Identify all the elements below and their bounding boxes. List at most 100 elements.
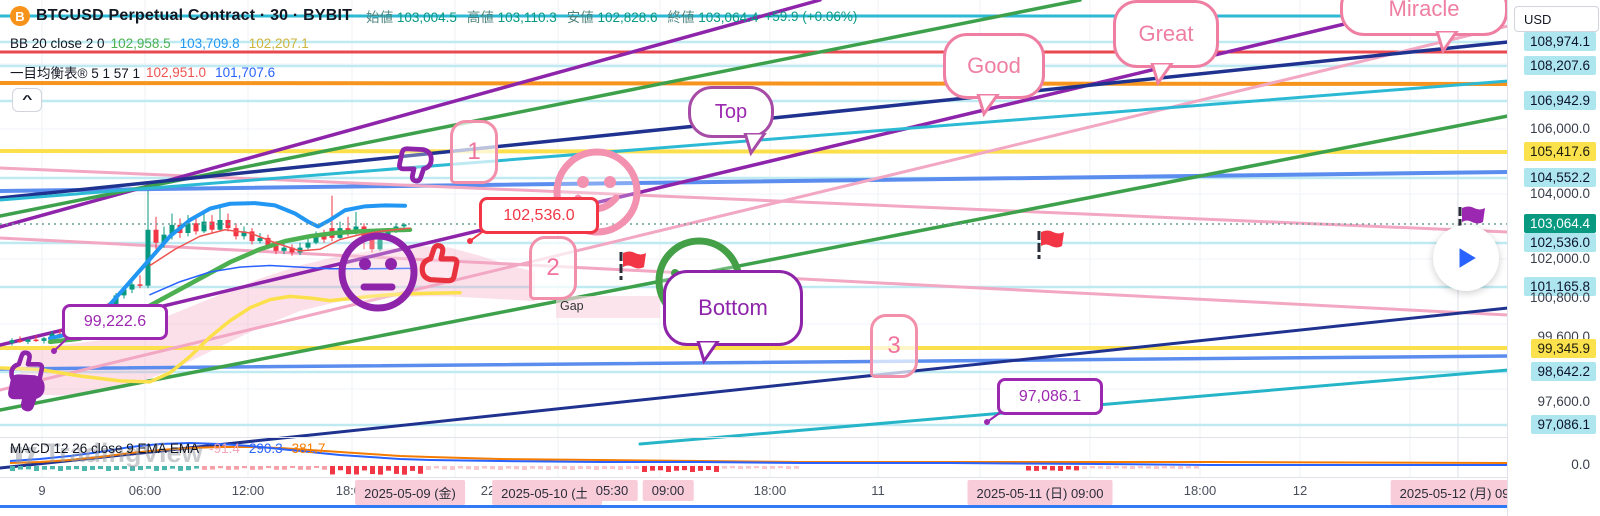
pane-separator[interactable] [0,437,1508,438]
price-axis-label: 108,974.1 [1523,32,1596,51]
speech-bubble-text: Miracle [1388,0,1460,21]
ichimoku-legend-row[interactable]: 一目均衡表® 5 1 57 1 102,951.0 101,707.6 [10,62,275,82]
ohlc-label: 終値 [667,10,695,25]
price-axis-label: 102,000.0 [1529,251,1590,266]
bubble-tail [743,133,767,157]
thumb-up-stamp[interactable] [416,238,466,288]
speech-bubble-text: Bottom [698,295,768,320]
ohlc-label: 始値 [366,10,394,25]
speech-bubble-bottom[interactable]: Bottom [663,270,803,365]
bubble-tail [1150,63,1174,87]
price-axis-label: 97,600.0 [1537,394,1590,409]
price-axis-unit[interactable]: USD [1514,6,1599,32]
speech-bubble-text: Good [967,53,1021,78]
price-axis-label: 0.0 [1571,457,1590,472]
price-callout-text: 102,536.0 [503,206,575,224]
marker-tag-number: 3 [887,332,901,359]
neutral-face-stamp[interactable] [336,230,420,314]
legend-collapse-button[interactable]: ^ [12,88,42,112]
marker-tag-1[interactable]: 1 [450,120,498,184]
time-axis[interactable]: 906:0012:0018:0022:0018:001118:00122025-… [0,478,1530,506]
price-callout[interactable]: 99,222.6 [62,304,168,340]
macd-indicator-title[interactable]: MACD 12 26 close 9 EMA EMA [10,441,200,456]
price-callout[interactable]: 102,536.0 [479,197,599,234]
time-axis-label: 12:00 [231,483,265,498]
bubble-tail [976,94,1000,118]
macd-legend-row[interactable]: MACD 12 26 close 9 EMA EMA -91.4 290.3 381… [10,441,325,456]
price-axis[interactable]: USD 108,974.1 108,207.6 106,942.9 106,000.0… [1507,0,1600,516]
bottom-progress-line [0,505,1600,508]
speech-bubble-top[interactable]: Top [688,86,774,157]
speech-bubble-miracle[interactable]: Miracle [1340,0,1508,55]
price-axis-label: 104,000.0 [1529,186,1590,201]
time-axis-label: 12 [1292,483,1308,498]
time-axis-label: 11 [871,483,885,498]
price-change: +59.9 (+0.06%) [764,8,858,24]
thumb-down-stamp[interactable] [2,370,48,416]
speech-bubble-good[interactable]: Good [943,33,1045,118]
current-price-label: 103,064.4 [1523,214,1596,233]
symbol-title[interactable]: BTCUSD Perpetual Contract · 30 · BYBIT [36,7,353,24]
bb-value: 103,709.8 [179,36,240,51]
bubble-tail [1435,31,1459,55]
ohlc-value: 103,064.4 [694,10,759,25]
ichimoku-indicator-title[interactable]: 一目均衡表® 5 1 57 1 [10,66,140,81]
session-date-label: 2025-05-10 (土) [492,480,602,505]
marker-tag-3[interactable]: 3 [870,314,918,378]
ohlc-value: 102,828.6 [593,10,658,25]
ohlc-value: 103,110.3 [493,10,557,25]
price-axis-label: 106,942.9 [1523,91,1596,110]
symbol-legend-row[interactable]: B BTCUSD Perpetual Contract · 30 · BYBIT… [10,6,857,26]
bubble-tail [696,341,720,365]
time-axis-label: 06:00 [128,483,162,498]
speech-bubble-great[interactable]: Great [1113,0,1219,87]
price-axis-label: 104,552.2 [1523,168,1596,187]
price-axis-label: 101,165.8 [1523,277,1596,296]
price-axis-label: 97,086.1 [1531,415,1596,434]
macd-value: 290.3 [248,441,283,456]
replay-play-button[interactable] [1433,225,1499,291]
bb-value: 102,958.5 [110,36,171,51]
watermark-text: TradingView [44,438,203,468]
ichimoku-values: 102,951.0 101,707.6 [146,65,275,80]
speech-bubble-text: Great [1138,21,1194,46]
session-date-label: 2025-05-09 (金) [355,480,465,505]
bb-values: 102,958.5 103,709.8 102,207.1 [111,36,309,51]
price-axis-label: 106,000.0 [1529,121,1590,136]
chevron-up-icon: ^ [21,94,33,106]
ohlc-values: 始値 103,004.5 高値 103,110.3 安値 102,828.6 終値 1… [366,6,758,26]
time-axis-label: 18:00 [1183,483,1217,498]
tradingview-watermark: TradingView [8,438,203,469]
flag-marker[interactable] [1036,229,1066,261]
time-axis-label: 18:00 [753,483,787,498]
session-date-label: 09:00 [642,480,694,501]
price-callout[interactable]: 97,086.1 [997,378,1103,415]
gap-highlight-band[interactable] [556,296,660,318]
price-axis-label: 98,642.2 [1531,362,1596,381]
tradingview-logo-icon [10,446,37,463]
session-date-label: 2025-05-11 (日) 09:00 [967,480,1113,505]
bb-indicator-title[interactable]: BB 20 close 2 0 [10,36,105,51]
ohlc-label: 安値 [566,10,594,25]
marker-tag-2[interactable]: 2 [529,236,577,300]
flag-marker[interactable] [1457,205,1487,237]
flag-marker[interactable] [618,250,648,282]
marker-tag-number: 2 [546,254,560,281]
bb-legend-row[interactable]: BB 20 close 2 0 102,958.5 103,709.8 102,20… [10,36,309,51]
ohlc-value: 103,004.5 [393,10,457,25]
macd-value: -91.4 [209,441,240,456]
price-axis-label: 102,536.0 [1523,233,1596,252]
bitcoin-icon: B [10,6,30,26]
bb-value: 102,207.1 [248,36,309,51]
session-date-label: 05:30 [586,480,638,501]
speech-bubble-text: Top [714,100,748,123]
session-date-label: 2025-05-12 (月) 09:0 [1390,480,1530,505]
price-callout-text: 99,222.6 [83,313,147,330]
thumb-down-stamp[interactable] [391,142,437,188]
price-axis-label: 99,345.9 [1531,339,1596,358]
time-axis-separator [0,477,1508,478]
time-axis-label: 9 [38,483,46,498]
ichimoku-value: 101,707.6 [215,64,276,80]
price-axis-label: 100,800.0 [1529,290,1590,305]
